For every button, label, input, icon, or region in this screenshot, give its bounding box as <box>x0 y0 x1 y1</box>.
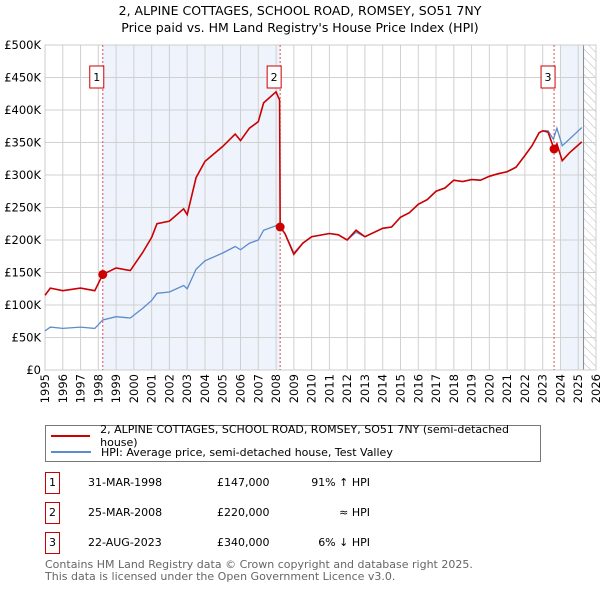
x-tick-label: 2003 <box>180 374 194 403</box>
x-tick-label: 1999 <box>109 374 123 403</box>
sale-marker-box <box>89 65 105 89</box>
y-tick-label: £350K <box>4 136 41 150</box>
x-tick-label: 2005 <box>216 374 230 403</box>
sale-price: £220,000 <box>217 506 270 519</box>
y-tick-label: £100K <box>4 298 41 312</box>
y-tick-label: £300K <box>4 168 41 182</box>
x-tick-label: 2011 <box>322 374 336 403</box>
x-tick-label: 2013 <box>358 374 372 403</box>
x-tick-label: 2024 <box>553 374 567 403</box>
sale-marker-number: 2 <box>271 71 278 84</box>
sale-point <box>98 269 108 279</box>
sale-hpi: ≈ HPI <box>339 506 370 519</box>
x-tick-label: 2026 <box>589 374 600 403</box>
x-tick-label: 2008 <box>269 374 283 403</box>
footer-copyright: Contains HM Land Registry data © Crown c… <box>45 558 473 571</box>
sale-point <box>275 222 285 232</box>
plot-border <box>44 44 597 371</box>
legend-label-property: 2, ALPINE COTTAGES, SCHOOL ROAD, ROMSEY,… <box>100 423 509 449</box>
x-tick-label: 2010 <box>305 374 319 403</box>
chart-subtitle: Price paid vs. HM Land Registry's House … <box>121 20 479 35</box>
x-tick-label: 2023 <box>536 374 550 403</box>
x-tick-label: 2015 <box>393 374 407 403</box>
x-tick-label: 2016 <box>411 374 425 403</box>
sale-hpi: 91% ↑ HPI <box>311 476 370 489</box>
sale-marker-number: 1 <box>93 71 100 84</box>
sale-point <box>549 144 559 154</box>
y-tick-label: £150K <box>4 266 41 280</box>
y-tick-label: £50K <box>12 331 42 345</box>
x-tick-label: 2009 <box>287 374 301 403</box>
x-tick-label: 1996 <box>56 374 70 403</box>
sale-price: £340,000 <box>217 536 270 549</box>
x-tick-label: 2022 <box>518 374 532 403</box>
x-tick-label: 1998 <box>91 374 105 403</box>
footer-licence: This data is licensed under the Open Gov… <box>45 570 396 583</box>
x-tick-label: 2019 <box>465 374 479 403</box>
legend-label-hpi: HPI: Average price, semi-detached house,… <box>101 445 393 459</box>
legend-swatch-hpi <box>51 451 91 453</box>
sale-marker-label: 1 <box>45 472 60 494</box>
legend-swatch-property <box>51 435 91 437</box>
y-tick-label: £0 <box>26 363 41 377</box>
x-tick-label: 2018 <box>447 374 461 403</box>
y-tick-label: £400K <box>4 103 41 117</box>
sale-hpi: 6% ↓ HPI <box>318 536 370 549</box>
x-tick-label: 2000 <box>127 374 141 403</box>
chart-title: 2, ALPINE COTTAGES, SCHOOL ROAD, ROMSEY,… <box>118 3 482 18</box>
x-tick-label: 2012 <box>340 374 354 403</box>
sale-marker-label: 2 <box>45 502 60 524</box>
y-tick-label: £500K <box>4 38 41 52</box>
sale-marker-label: 3 <box>45 532 60 554</box>
y-tick-label: £200K <box>4 233 41 247</box>
x-tick-label: 2006 <box>234 374 248 403</box>
y-tick-label: £450K <box>4 71 41 85</box>
x-tick-label: 2020 <box>482 374 496 403</box>
x-tick-label: 2014 <box>376 374 390 403</box>
x-tick-label: 2001 <box>145 374 159 403</box>
price-chart: 1995 1996 1997 1998 1999 2000 2001 2002 2003 2004… <box>4 38 600 403</box>
footer: Contains HM Land Registry data © Crown c… <box>45 559 473 583</box>
x-tick-label: 2007 <box>251 374 265 403</box>
sale-marker-box <box>540 65 556 89</box>
sale-date: 22-AUG-2023 <box>88 536 162 549</box>
x-tick-label: 2004 <box>198 374 212 403</box>
sale-marker-number: 3 <box>545 71 552 84</box>
legend: 2, ALPINE COTTAGES, SCHOOL ROAD, ROMSEY,… <box>45 423 541 462</box>
property-price-line <box>44 90 583 296</box>
sale-date: 31-MAR-1998 <box>88 476 163 489</box>
x-tick-label: 2002 <box>162 374 176 403</box>
y-tick-label: £250K <box>4 201 41 215</box>
x-tick-label: 2021 <box>500 374 514 403</box>
sale-date: 25-MAR-2008 <box>88 506 163 519</box>
x-tick-label: 1997 <box>74 374 88 403</box>
sale-marker-box <box>266 65 282 89</box>
sale-price: £147,000 <box>217 476 270 489</box>
x-tick-label: 2025 <box>571 374 585 403</box>
x-tick-label: 2017 <box>429 374 443 403</box>
x-tick-label: 1995 <box>38 374 52 403</box>
